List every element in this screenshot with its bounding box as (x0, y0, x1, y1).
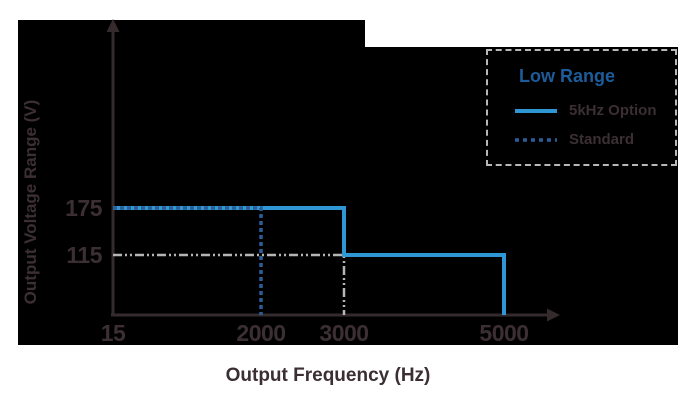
y-axis-title: Output Voltage Range (V) (21, 99, 40, 305)
legend-item-label: Standard (569, 131, 635, 148)
legend-item-5khz-option: 5kHz Option (515, 102, 657, 119)
y-tick-label-175: 175 (65, 195, 102, 221)
series-115v-guide-line (113, 253, 346, 315)
y-tick-label-115: 115 (66, 242, 102, 268)
series-5khz-option-line (113, 206, 506, 315)
series-standard-line (113, 206, 263, 315)
x-tick-label-15: 15 (100, 320, 126, 346)
background-notch (365, 0, 700, 47)
x-axis-title: Output Frequency (Hz) (225, 365, 431, 386)
x-axis-arrowhead-icon (547, 308, 560, 322)
legend-swatch-solid-line-icon (515, 108, 557, 113)
legend: Low Range 5kHz Option Standard (486, 49, 677, 166)
legend-item-label: 5kHz Option (569, 102, 657, 119)
x-tick-label-5000: 5000 (479, 320, 529, 346)
legend-title: Low Range (519, 66, 616, 86)
legend-swatch-dashed-line-icon (515, 137, 557, 142)
legend-item-standard: Standard (515, 131, 634, 148)
x-tick-label-2000: 2000 (236, 320, 286, 346)
y-axis-arrowhead-icon (106, 19, 120, 32)
x-tick-label-3000: 3000 (319, 320, 369, 346)
